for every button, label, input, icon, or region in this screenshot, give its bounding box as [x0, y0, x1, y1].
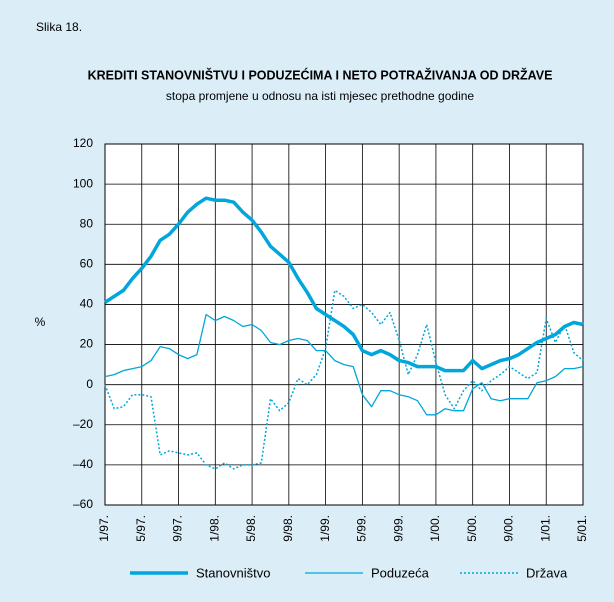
figure-label: Slika 18. — [36, 20, 82, 34]
data-line — [104, 313, 584, 416]
x-tick-label: 5/99. — [355, 515, 369, 542]
y-tick-label: 120 — [73, 136, 93, 150]
chart-subtitle: stopa promjene u odnosu na isti mjesec p… — [166, 89, 475, 103]
x-tick-label: 9/00. — [502, 515, 516, 542]
y-tick-label: 100 — [73, 176, 93, 190]
y-tick-label: 80 — [80, 216, 94, 230]
data-line — [104, 196, 584, 373]
x-tick-label: 5/00. — [465, 515, 479, 542]
x-tick-label: 9/99. — [391, 515, 405, 542]
y-tick-label: –40 — [73, 457, 93, 471]
y-tick-label: 20 — [80, 337, 94, 351]
y-tick-label: –60 — [73, 497, 93, 511]
y-axis-label: % — [35, 315, 46, 329]
data-line — [104, 289, 584, 470]
x-tick-label: 9/98. — [281, 515, 295, 542]
x-tick-label: 1/98. — [207, 515, 221, 542]
y-tick-label: 40 — [80, 297, 94, 311]
x-tick-label: 1/97. — [97, 515, 111, 542]
legend-label: Stanovništvo — [196, 565, 270, 580]
y-tick-label: 0 — [86, 377, 93, 391]
x-tick-label: 9/97. — [171, 515, 185, 542]
y-tick-label: –20 — [73, 417, 93, 431]
x-tick-label: 1/99. — [318, 515, 332, 542]
x-tick-label: 5/98. — [244, 515, 258, 542]
chart-title: KREDITI STANOVNIŠTVU I PODUZEĆIMA I NETO… — [88, 67, 553, 82]
x-tick-label: 5/97. — [134, 515, 148, 542]
x-tick-label: 5/01. — [575, 515, 589, 542]
legend-label: Država — [526, 565, 568, 580]
x-tick-label: 1/00. — [428, 515, 442, 542]
legend-label: Poduzeća — [371, 565, 430, 580]
y-tick-label: 60 — [80, 257, 94, 271]
x-tick-label: 1/01. — [538, 515, 552, 542]
